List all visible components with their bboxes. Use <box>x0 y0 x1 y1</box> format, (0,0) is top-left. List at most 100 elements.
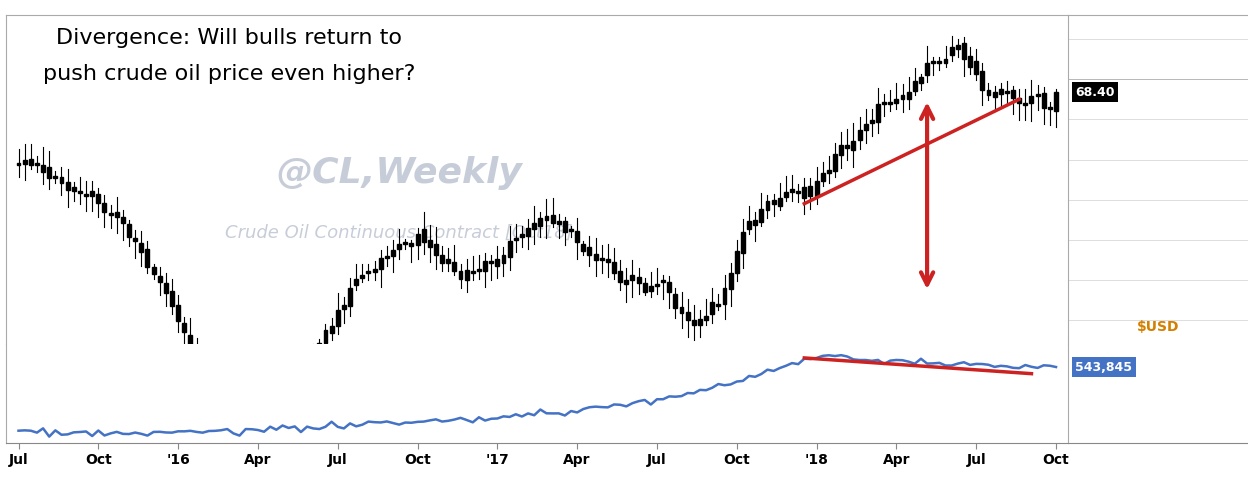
Bar <box>895 100 899 103</box>
Bar <box>912 80 917 91</box>
Bar <box>22 160 26 164</box>
Bar <box>134 238 137 242</box>
Bar <box>630 274 634 280</box>
Bar <box>962 42 966 59</box>
Bar <box>943 58 947 64</box>
Bar <box>735 251 739 273</box>
Bar <box>66 182 70 190</box>
Bar <box>300 370 303 384</box>
Bar <box>520 234 524 236</box>
Bar <box>428 240 432 247</box>
Bar <box>1005 91 1008 93</box>
Bar <box>305 359 310 368</box>
Bar <box>495 259 499 266</box>
Bar <box>157 276 162 281</box>
Bar <box>354 279 358 284</box>
Bar <box>458 270 463 279</box>
Bar <box>508 242 512 256</box>
Bar <box>176 305 180 321</box>
Bar <box>1011 90 1015 98</box>
Bar <box>54 176 57 178</box>
Bar <box>323 330 327 343</box>
Bar <box>226 418 230 421</box>
Bar <box>361 274 364 278</box>
Bar <box>582 244 585 250</box>
Bar <box>765 201 770 209</box>
Bar <box>182 322 186 332</box>
Bar <box>1030 96 1033 103</box>
Bar <box>447 259 451 263</box>
Bar <box>557 221 560 224</box>
Bar <box>674 294 678 308</box>
Bar <box>391 250 394 256</box>
Bar <box>876 104 880 122</box>
Bar <box>950 48 953 55</box>
Bar <box>1048 107 1052 109</box>
Bar <box>397 244 401 249</box>
Bar <box>544 216 548 220</box>
Bar <box>237 436 241 438</box>
Bar <box>937 61 941 63</box>
Bar <box>839 145 844 155</box>
Bar <box>809 186 812 196</box>
Bar <box>329 326 333 332</box>
Bar <box>163 282 167 293</box>
Bar <box>605 258 610 262</box>
Bar <box>802 188 806 198</box>
Bar <box>649 286 653 290</box>
Bar <box>207 372 211 388</box>
Bar <box>409 243 413 246</box>
Bar <box>102 203 106 212</box>
Bar <box>367 271 371 273</box>
Bar <box>342 304 346 309</box>
Bar <box>778 198 781 206</box>
Bar <box>759 208 764 222</box>
Bar <box>815 180 819 196</box>
Bar <box>453 262 457 271</box>
Bar <box>275 413 278 418</box>
Bar <box>907 92 911 99</box>
Bar <box>41 164 45 172</box>
Bar <box>655 284 659 286</box>
Bar <box>16 164 20 166</box>
Bar <box>1023 104 1027 106</box>
Bar <box>268 420 272 428</box>
Bar <box>1042 93 1046 108</box>
Bar <box>754 220 758 225</box>
Text: 68.40: 68.40 <box>1076 86 1114 98</box>
Bar <box>311 351 316 358</box>
Text: 543,845: 543,845 <box>1076 360 1132 374</box>
Bar <box>29 160 32 165</box>
Bar <box>796 192 800 194</box>
Bar <box>821 172 825 180</box>
Text: Divergence: Will bulls return to
push crude oil price even higher?: Divergence: Will bulls return to push cr… <box>44 28 416 84</box>
Bar <box>514 238 518 240</box>
Bar <box>220 400 223 417</box>
Bar <box>704 316 708 320</box>
Bar <box>981 72 985 90</box>
Bar <box>925 62 929 76</box>
Bar <box>127 224 131 237</box>
Bar <box>77 191 82 193</box>
Bar <box>668 282 671 292</box>
Bar <box>84 194 89 196</box>
Bar <box>845 145 849 148</box>
Bar <box>489 260 493 264</box>
Bar <box>919 78 924 83</box>
Bar <box>710 302 714 314</box>
Bar <box>643 283 646 292</box>
Bar <box>201 368 205 372</box>
Bar <box>1017 98 1021 103</box>
Bar <box>434 244 438 255</box>
Bar <box>287 401 291 404</box>
Bar <box>250 434 253 440</box>
Bar <box>115 212 119 218</box>
Bar <box>373 269 377 272</box>
Bar <box>464 270 469 280</box>
Bar <box>889 102 892 104</box>
Bar <box>636 277 640 282</box>
Bar <box>151 268 156 274</box>
Bar <box>716 304 720 306</box>
Bar <box>827 170 831 173</box>
Bar <box>60 176 64 182</box>
